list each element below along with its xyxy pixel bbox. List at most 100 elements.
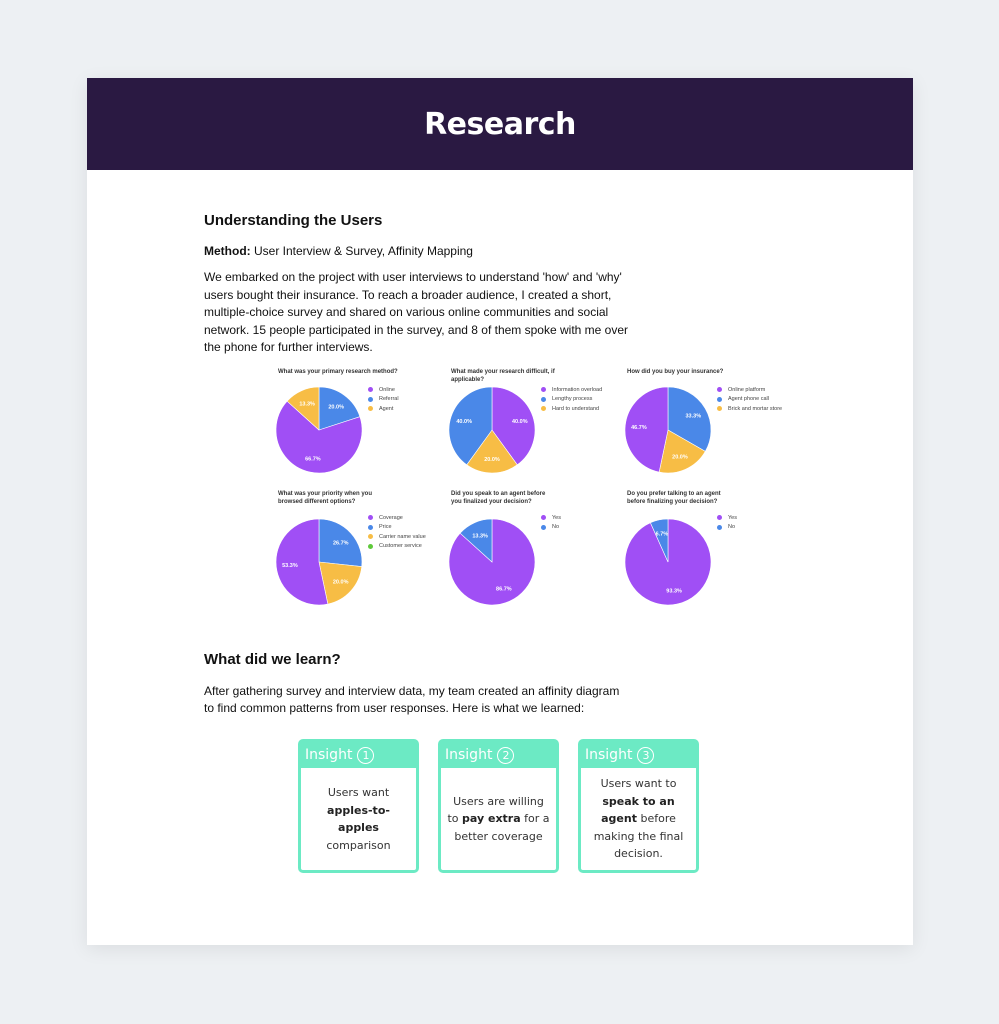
- legend-item: Information overload: [541, 385, 602, 395]
- chart-title: Do you prefer talking to an agent before…: [627, 491, 721, 505]
- legend-swatch: [717, 387, 722, 393]
- pie-slice-carrier-name-value: [318, 561, 363, 605]
- pie-data-label: 33.3%: [686, 413, 702, 419]
- pie-data-label: 93.3%: [666, 589, 682, 595]
- section-title: Understanding the Users: [204, 212, 383, 229]
- legend-item: Referral: [368, 395, 399, 405]
- legend-swatch: [368, 396, 373, 402]
- pie-slice-hard-to-understand: [466, 429, 518, 474]
- legend-swatch: [541, 387, 546, 393]
- insight-header: Insight 1: [301, 742, 416, 768]
- understanding-section: Understanding the Users Method: User Int…: [204, 212, 629, 357]
- legend-label: Agent phone call: [728, 396, 769, 403]
- insight-text: Users want apples-to-apples comparison: [301, 768, 416, 870]
- pie-svg: 93.3% 6.7%: [624, 518, 712, 606]
- pie-slice-no: [650, 518, 669, 563]
- pie-data-label: 6.7%: [656, 531, 669, 537]
- pie-svg: 33.3% 20.0% 46.7%: [624, 386, 712, 474]
- section-body: We embarked on the project with user int…: [204, 270, 629, 354]
- legend-swatch: [368, 406, 373, 412]
- legend-swatch: [717, 406, 722, 412]
- chart-legend: Online Referral Agent: [368, 385, 399, 414]
- legend-label: Coverage: [379, 514, 403, 521]
- legend-label: Online: [379, 386, 395, 393]
- pie-slice-brick-and-mortar-store: [658, 429, 706, 474]
- insight-bold: speak to an agent: [601, 794, 675, 826]
- insight-label: Insight: [585, 747, 633, 763]
- legend-label: Price: [379, 524, 392, 531]
- legend-label: No: [728, 524, 736, 531]
- legend-label: No: [552, 524, 560, 531]
- method-line: Method: User Interview & Survey, Affinit…: [204, 243, 629, 261]
- chart-title: What was your primary research method?: [278, 369, 398, 375]
- insight-card-3: Insight 3 Users want to speak to an agent…: [578, 739, 699, 873]
- pie-chart-2: What made your research difficult, if ap…: [448, 368, 629, 493]
- legend-item: Lengthy process: [541, 395, 602, 405]
- insight-bold: apples-to-apples: [327, 803, 390, 835]
- insight-pre: Users want to: [600, 777, 677, 791]
- pie-slice-online-platform: [624, 386, 669, 473]
- legend-swatch: [368, 387, 373, 393]
- chart-legend: Information overload Lengthy process Hard …: [541, 385, 602, 414]
- pie-svg: 20.0% 66.7% 13.3%: [275, 386, 363, 474]
- pie-slice-no: [459, 518, 493, 563]
- legend-swatch: [368, 515, 373, 521]
- legend-item: Brick and mortar store: [717, 404, 782, 414]
- chart-title: Did you speak to an agent before you fin…: [451, 491, 546, 505]
- legend-swatch: [717, 515, 722, 521]
- legend-item: Carrier name value: [368, 532, 426, 542]
- pie-data-label: 40.0%: [456, 419, 472, 425]
- insight-number: 2: [497, 746, 515, 764]
- chart-legend: Online platform Agent phone call Brick and…: [717, 385, 782, 414]
- pie-data-label: 66.7%: [305, 457, 321, 463]
- insight-post: for a better coverage: [454, 812, 550, 843]
- section-body: After gathering survey and interview dat…: [204, 683, 620, 716]
- legend-item: Online: [368, 385, 399, 395]
- pie-data-label: 86.7%: [496, 587, 512, 593]
- legend-label: Customer service: [379, 543, 422, 550]
- legend-item: Hard to understand: [541, 404, 602, 414]
- pie-chart-6: Do you prefer talking to an agent before…: [624, 490, 805, 615]
- section-title: What did we learn?: [204, 651, 341, 668]
- legend-swatch: [368, 534, 373, 540]
- insight-header: Insight 2: [441, 742, 556, 768]
- insight-card-2: Insight 2 Users are willing to pay extra …: [438, 739, 559, 873]
- insight-text: Users are willing to pay extra for a bet…: [441, 768, 556, 870]
- header-banner: Research: [87, 78, 913, 170]
- legend-swatch: [717, 524, 722, 530]
- chart-title: How did you buy your insurance?: [627, 369, 724, 375]
- insight-post: comparison: [326, 838, 391, 852]
- pie-data-label: 46.7%: [631, 425, 647, 431]
- legend-item: Agent: [368, 404, 399, 414]
- insight-text: Users want to speak to an agent before m…: [581, 768, 696, 870]
- pie-slice-price: [318, 518, 363, 567]
- pie-data-label: 20.0%: [333, 580, 349, 586]
- legend-swatch: [541, 406, 546, 412]
- pie-chart-1: What was your primary research method? 20…: [275, 368, 456, 493]
- pie-slice-agent: [286, 386, 320, 431]
- legend-label: Yes: [552, 514, 561, 521]
- pie-chart-5: Did you speak to an agent before you fin…: [448, 490, 629, 615]
- pie-slice-online: [275, 400, 363, 474]
- pie-data-label: 13.3%: [472, 533, 488, 539]
- insight-header: Insight 3: [581, 742, 696, 768]
- legend-item: Coverage: [368, 513, 426, 523]
- pie-slice-coverage: [275, 518, 329, 606]
- chart-title: What made your research difficult, if ap…: [451, 369, 555, 383]
- legend-swatch: [717, 396, 722, 402]
- pie-svg: 26.7% 20.0% 53.3%: [275, 518, 363, 606]
- method-value: User Interview & Survey, Affinity Mappin…: [250, 243, 473, 258]
- legend-item: Agent phone call: [717, 395, 782, 405]
- pie-svg: 86.7% 13.3%: [448, 518, 536, 606]
- legend-swatch: [368, 543, 373, 549]
- legend-label: Referral: [379, 396, 399, 403]
- pie-slice-lengthy-process: [448, 386, 493, 466]
- legend-label: Agent: [379, 405, 394, 412]
- pie-chart-3: How did you buy your insurance? 33.3% 20.0…: [624, 368, 805, 493]
- legend-item: Customer service: [368, 542, 426, 552]
- legend-item: Online platform: [717, 385, 782, 395]
- legend-item: No: [541, 523, 561, 533]
- insight-label: Insight: [445, 747, 493, 763]
- chart-legend: Coverage Price Carrier name value Customer …: [368, 513, 426, 551]
- legend-label: Lengthy process: [552, 396, 593, 403]
